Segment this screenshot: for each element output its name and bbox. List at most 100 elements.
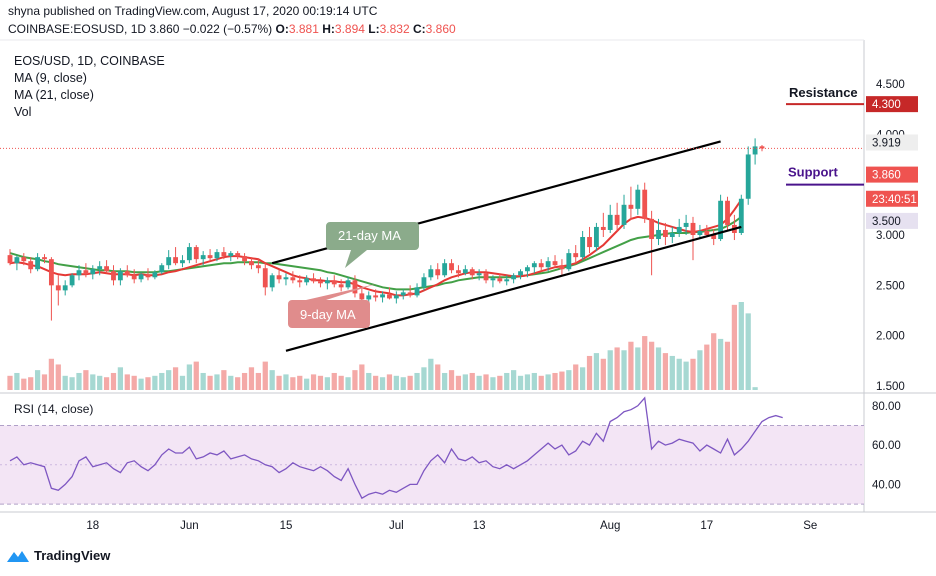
candle-body	[283, 277, 289, 280]
candle-body	[580, 237, 586, 258]
volume-bar	[517, 375, 524, 390]
candle-body	[166, 257, 172, 266]
candle	[55, 275, 61, 306]
legend-ma9[interactable]: MA (9, close)	[14, 71, 87, 85]
legend-volume[interactable]: Vol	[14, 105, 32, 119]
candle-body	[35, 257, 41, 270]
volume-bar	[207, 375, 213, 390]
candle-body	[435, 269, 441, 276]
candle	[400, 289, 406, 300]
volume-bar	[269, 370, 275, 390]
candle-body	[207, 255, 213, 259]
candle	[69, 273, 75, 288]
candle-body	[124, 271, 130, 276]
volume-bar	[593, 353, 600, 390]
candle	[249, 257, 254, 270]
rsi-line	[9, 396, 783, 500]
tradingview-logo-icon	[7, 550, 29, 562]
candle	[594, 222, 599, 252]
candle-body	[573, 253, 579, 258]
volume-bar	[193, 361, 199, 390]
candle-body	[628, 204, 634, 209]
symbol-label: COINBASE:EOSUSD, 1D	[8, 22, 147, 36]
volume-bar	[752, 387, 758, 390]
candle-body	[269, 275, 275, 288]
candle-body	[414, 287, 420, 296]
low-label: L:	[368, 22, 380, 36]
volume-bar	[552, 372, 558, 390]
candle-body	[469, 269, 475, 276]
candle	[738, 194, 744, 235]
candle-body	[352, 280, 358, 294]
ma21-callout: 21-day MA	[326, 222, 419, 268]
volume-bar	[255, 372, 261, 390]
candle	[214, 249, 220, 262]
volume-bar	[48, 358, 55, 390]
ma9-callout: 9-day MA	[288, 284, 376, 328]
ma21-line	[9, 216, 742, 291]
volume-bar	[324, 377, 330, 390]
candle	[518, 269, 523, 280]
volume-bar	[490, 377, 496, 390]
volume-bar	[55, 364, 61, 390]
volume-bar	[248, 367, 255, 390]
candle-body	[511, 275, 517, 280]
candle	[421, 273, 427, 291]
candle-body	[200, 255, 206, 260]
candle	[297, 275, 303, 288]
candle-body	[442, 263, 448, 276]
tradingview-logo[interactable]: TradingView	[6, 548, 110, 563]
volume-bar	[448, 370, 455, 390]
candle	[621, 194, 627, 229]
volume-bar	[221, 370, 227, 390]
legend-ma21[interactable]: MA (21, close)	[14, 88, 94, 102]
candle-body	[186, 247, 192, 261]
candle-body	[62, 285, 68, 291]
candle-body	[552, 261, 558, 266]
volume-bar	[34, 370, 41, 390]
candle	[690, 216, 696, 261]
candle	[262, 263, 268, 296]
candle	[497, 273, 503, 284]
volume-bar	[504, 372, 510, 390]
candle	[28, 257, 34, 274]
time-tick-label: 18	[86, 520, 99, 532]
time-tick-label: Jun	[180, 520, 199, 532]
candle-body	[48, 259, 54, 286]
volume-bar	[386, 374, 393, 390]
volume-bar	[7, 375, 13, 390]
close-value: 3.860	[425, 22, 456, 36]
volume-bar	[69, 377, 75, 390]
rsi-legend[interactable]: RSI (14, close)	[14, 402, 94, 416]
candle-body	[297, 280, 303, 283]
candle	[745, 146, 751, 205]
candle	[193, 245, 199, 264]
candle-body	[393, 295, 399, 299]
volume-bar	[421, 367, 427, 390]
candle	[62, 280, 68, 296]
candle-body	[566, 253, 572, 270]
volume-bar	[497, 375, 503, 390]
volume-bar	[90, 374, 96, 390]
candle	[525, 265, 530, 278]
candle	[449, 259, 454, 274]
candle-body	[42, 257, 47, 260]
candle	[145, 268, 151, 281]
badge-high: 3.919	[872, 137, 901, 149]
candle-body	[635, 189, 641, 209]
volume-bar	[145, 377, 151, 390]
volume-bar	[676, 358, 682, 390]
volume-bar	[704, 344, 710, 390]
volume-bar	[117, 367, 124, 390]
volume-bar	[373, 375, 379, 390]
candle-body	[476, 273, 482, 276]
candle-body	[525, 267, 530, 272]
time-tick-label: 15	[280, 520, 293, 532]
volume-bar	[179, 375, 186, 390]
chart-title: EOS/USD, 1D, COINBASE	[14, 54, 165, 68]
candle-body	[324, 280, 330, 284]
candle	[173, 247, 178, 266]
volume-bar	[545, 374, 551, 390]
candle-body	[14, 257, 20, 264]
